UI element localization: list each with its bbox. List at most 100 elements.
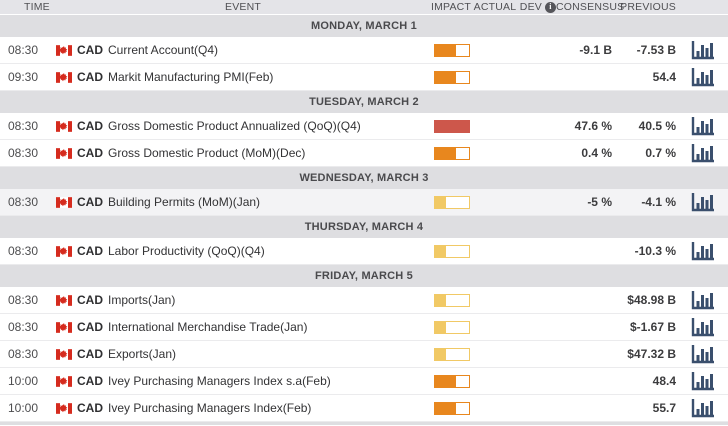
next-day-band-partial xyxy=(0,422,728,425)
event-impact-cell xyxy=(430,119,472,133)
column-header-actual: ACTUAL xyxy=(473,1,517,13)
bar-chart-icon[interactable] xyxy=(691,398,715,418)
event-row[interactable]: 08:30 CAD Exports(Jan) $47.32 B xyxy=(0,341,728,368)
event-previous: 54.4 xyxy=(652,70,676,84)
event-row[interactable]: 10:00 CAD Ivey Purchasing Managers Index… xyxy=(0,368,728,395)
event-main: CAD Markit Manufacturing PMI(Feb) xyxy=(56,70,430,84)
event-name: Exports(Jan) xyxy=(108,347,177,361)
event-currency: CAD xyxy=(77,293,103,307)
day-separator-label: WEDNESDAY, MARCH 3 xyxy=(299,172,429,184)
event-impact-cell xyxy=(430,401,472,415)
event-main: CAD Gross Domestic Product Annualized (Q… xyxy=(56,119,430,133)
column-header-event: EVENT xyxy=(224,1,261,13)
event-row[interactable]: 08:30 CAD International Merchandise Trad… xyxy=(0,314,728,341)
impact-meter-low xyxy=(434,320,470,334)
event-currency: CAD xyxy=(77,244,103,258)
event-row[interactable]: 08:30 CAD Gross Domestic Product (MoM)(D… xyxy=(0,140,728,167)
event-currency: CAD xyxy=(77,347,103,361)
event-chart-cell xyxy=(678,317,728,337)
event-time: 08:30 xyxy=(8,43,39,57)
event-name: Gross Domestic Product (MoM)(Dec) xyxy=(108,146,306,160)
impact-meter-fill xyxy=(435,375,457,387)
event-name: Labor Productivity (QoQ)(Q4) xyxy=(108,244,265,258)
event-chart-cell xyxy=(678,40,728,60)
event-impact-cell xyxy=(430,146,472,160)
canada-flag-icon xyxy=(56,402,72,414)
event-main: CAD Labor Productivity (QoQ)(Q4) xyxy=(56,244,430,258)
event-previous: 0.7 % xyxy=(645,146,676,160)
impact-meter-medium xyxy=(434,43,470,57)
event-chart-cell xyxy=(678,371,728,391)
event-impact-cell xyxy=(430,374,472,388)
bar-chart-icon[interactable] xyxy=(691,143,715,163)
column-header-consensus: CONSENSUS xyxy=(556,1,625,13)
impact-meter-fill xyxy=(435,120,469,132)
event-time: 08:30 xyxy=(8,119,39,133)
event-row[interactable]: 10:00 CAD Ivey Purchasing Managers Index… xyxy=(0,395,728,422)
event-currency: CAD xyxy=(77,146,103,160)
bar-chart-icon[interactable] xyxy=(691,116,715,136)
event-time: 10:00 xyxy=(8,401,39,415)
event-row[interactable]: 08:30 CAD Current Account(Q4) -9.1 B -7.… xyxy=(0,37,728,64)
impact-meter-fill xyxy=(435,196,447,208)
bar-chart-icon[interactable] xyxy=(691,192,715,212)
canada-flag-icon xyxy=(56,321,72,333)
canada-flag-icon xyxy=(56,71,72,83)
event-main: CAD Building Permits (MoM)(Jan) xyxy=(56,195,430,209)
event-previous: -10.3 % xyxy=(634,244,676,258)
event-time: 09:30 xyxy=(8,70,39,84)
column-header-impact: IMPACT xyxy=(430,1,472,13)
bar-chart-icon[interactable] xyxy=(691,241,715,261)
canada-flag-icon xyxy=(56,348,72,360)
bar-chart-icon[interactable] xyxy=(691,317,715,337)
event-time: 08:30 xyxy=(8,293,39,307)
event-main: CAD Ivey Purchasing Managers Index(Feb) xyxy=(56,401,430,415)
impact-meter-fill xyxy=(435,402,457,414)
event-impact-cell xyxy=(430,43,472,57)
event-impact-cell xyxy=(430,195,472,209)
event-currency: CAD xyxy=(77,320,103,334)
event-row[interactable]: 08:30 CAD Labor Productivity (QoQ)(Q4) -… xyxy=(0,238,728,265)
event-name: Ivey Purchasing Managers Index s.a(Feb) xyxy=(108,374,331,388)
event-name: Current Account(Q4) xyxy=(108,43,219,57)
event-previous: $-1.67 B xyxy=(629,320,676,334)
event-row[interactable]: 09:30 CAD Markit Manufacturing PMI(Feb) … xyxy=(0,64,728,91)
canada-flag-icon xyxy=(56,147,72,159)
bar-chart-icon[interactable] xyxy=(691,40,715,60)
canada-flag-icon xyxy=(56,245,72,257)
event-impact-cell xyxy=(430,244,472,258)
event-row[interactable]: 08:30 CAD Building Permits (MoM)(Jan) -5… xyxy=(0,189,728,216)
event-main: CAD Ivey Purchasing Managers Index s.a(F… xyxy=(56,374,430,388)
column-header-time: TIME xyxy=(24,1,50,13)
event-main: CAD Current Account(Q4) xyxy=(56,43,430,57)
impact-meter-fill xyxy=(435,44,457,56)
event-previous: $47.32 B xyxy=(627,347,676,361)
bar-chart-icon[interactable] xyxy=(691,67,715,87)
impact-meter-low xyxy=(434,195,470,209)
event-currency: CAD xyxy=(77,401,103,415)
calendar-body: MONDAY, MARCH 1 08:30 CAD Current Accoun… xyxy=(0,15,728,422)
event-main: CAD Exports(Jan) xyxy=(56,347,430,361)
event-currency: CAD xyxy=(77,374,103,388)
event-previous: $48.98 B xyxy=(627,293,676,307)
event-chart-cell xyxy=(678,290,728,310)
day-separator-label: MONDAY, MARCH 1 xyxy=(311,20,417,32)
day-separator: THURSDAY, MARCH 4 xyxy=(0,216,728,238)
event-currency: CAD xyxy=(77,43,103,57)
bar-chart-icon[interactable] xyxy=(691,344,715,364)
impact-meter-low xyxy=(434,244,470,258)
event-previous: -7.53 B xyxy=(636,43,676,57)
info-icon[interactable]: i xyxy=(545,1,556,13)
event-row[interactable]: 08:30 CAD Imports(Jan) $48.98 B xyxy=(0,287,728,314)
day-separator: WEDNESDAY, MARCH 3 xyxy=(0,167,728,189)
column-header-dev: DEV i xyxy=(518,1,556,13)
event-time: 10:00 xyxy=(8,374,39,388)
bar-chart-icon[interactable] xyxy=(691,290,715,310)
column-header-row: TIME EVENT IMPACT ACTUAL DEV i CONSENSUS… xyxy=(0,0,728,15)
event-time: 08:30 xyxy=(8,195,39,209)
bar-chart-icon[interactable] xyxy=(691,371,715,391)
impact-meter-fill xyxy=(435,348,447,360)
event-row[interactable]: 08:30 CAD Gross Domestic Product Annuali… xyxy=(0,113,728,140)
event-chart-cell xyxy=(678,192,728,212)
